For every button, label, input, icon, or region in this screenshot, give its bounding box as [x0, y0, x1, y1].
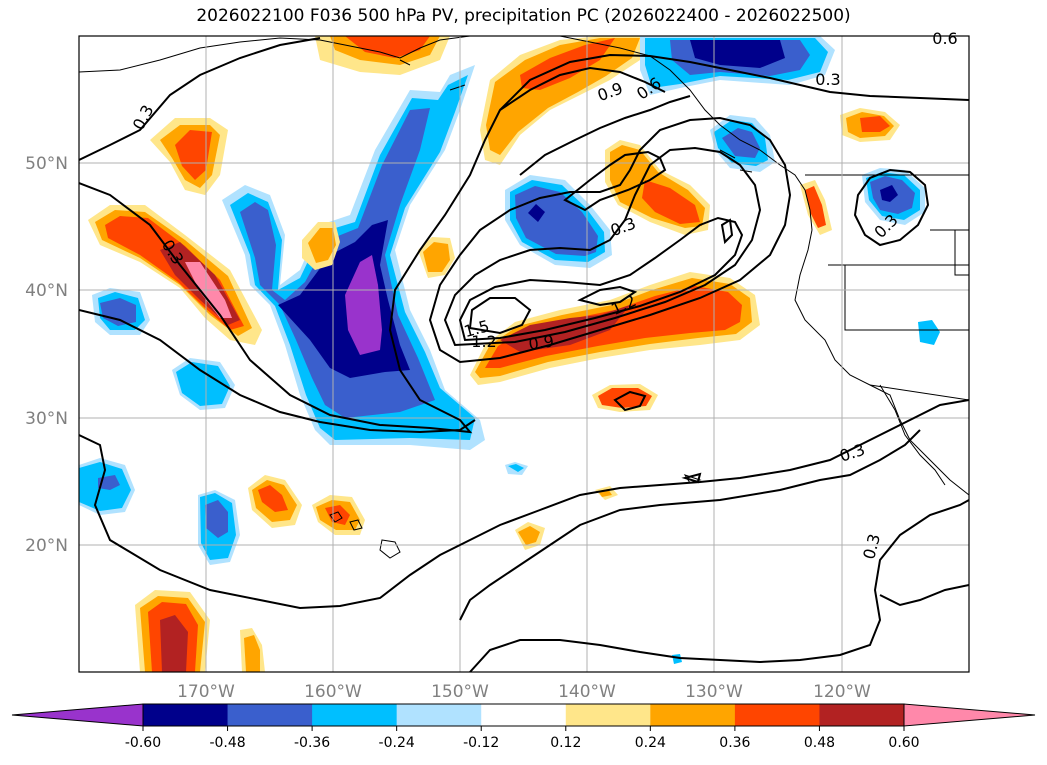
baja-coastline: [879, 384, 946, 486]
pv-contour-0.3: [79, 399, 969, 610]
map-plot-area: 0.3 0.3 0.3 0.3 0.3 0.3 0.3 0.6 0.6 0.9 …: [78, 29, 970, 673]
precip-blob: [722, 128, 760, 158]
pv-contour-0.3: [79, 37, 321, 161]
pv-contour-1.2: [458, 216, 744, 342]
precip-blob: [176, 362, 230, 406]
pv-contour-1.2: [577, 285, 638, 307]
graticule: [79, 36, 969, 672]
colorbar-extend-low: [11, 703, 144, 727]
colorbar-swatch: [650, 704, 736, 726]
pv-contour-label: 0.9: [527, 331, 555, 353]
pv-contour-label: 1.2: [471, 332, 496, 351]
precip-blob: [642, 180, 700, 224]
precipitation-shading: [79, 36, 940, 672]
precip-blob: [205, 500, 228, 538]
colorbar-swatch: [227, 704, 313, 726]
colorbar-swatch: [565, 704, 651, 726]
colorbar-swatch: [481, 704, 567, 726]
precip-blob: [880, 185, 898, 202]
precip-blob: [160, 615, 188, 672]
precip-blob: [598, 388, 652, 408]
colorbar-tick-label: -0.36: [294, 735, 330, 751]
island: [399, 59, 753, 173]
pv-contour-0.9: [563, 150, 667, 212]
lat-axis-labels: 50°N 40°N 30°N 20°N: [25, 154, 68, 556]
lat-label: 40°N: [25, 281, 68, 301]
pv-contour-small: [720, 218, 734, 245]
lon-label: 120°W: [813, 682, 871, 702]
lon-label: 130°W: [685, 682, 743, 702]
pv-contour-0.9: [499, 66, 666, 111]
colorbar-tick-label: 0.36: [719, 735, 750, 751]
map-title: 2026022100 F036 500 hPa PV, precipitatio…: [196, 6, 851, 26]
colorbar-extend-high: [903, 703, 1036, 727]
colorbar-tick-label: 0.12: [550, 735, 581, 751]
precip-blob: [508, 464, 524, 472]
us-mexico-border: [869, 384, 969, 401]
pv-contour-0.6: [428, 116, 792, 364]
precip-blob: [860, 116, 890, 132]
lat-label: 20°N: [25, 536, 68, 556]
lon-label: 160°W: [304, 682, 362, 702]
alaska-coastline: [559, 36, 813, 231]
pv-contour-0.3: [879, 584, 969, 607]
precip-blob: [518, 526, 540, 545]
lon-label: 150°W: [431, 682, 489, 702]
colorbar-tick-label: -0.24: [379, 735, 415, 751]
state-border: [844, 265, 969, 331]
pv-contour-small: [681, 472, 702, 484]
colorbar-swatch: [734, 704, 820, 726]
colorbar-tick-label: 0.60: [888, 735, 919, 751]
colorbar-tick-label: -0.48: [209, 735, 245, 751]
precip-blob: [423, 242, 450, 272]
pv-contour-small: [613, 390, 647, 412]
lat-label: 50°N: [25, 154, 68, 174]
map-frame: [78, 35, 970, 673]
pv-contour-0.3: [469, 499, 969, 672]
precip-blob: [345, 36, 430, 58]
lon-axis-labels: 170°W 160°W 150°W 140°W 130°W 120°W: [177, 682, 871, 702]
colorbar-tick-label: -0.12: [463, 735, 499, 751]
colorbar-swatch: [819, 704, 905, 726]
pv-contours: [79, 37, 969, 672]
precip-blob: [258, 485, 288, 512]
precip-blob: [918, 320, 940, 345]
pv-contour-0.9: [443, 146, 762, 347]
colorbar-tick-label: 0.48: [804, 735, 835, 751]
colorbar-swatch: [312, 704, 398, 726]
precip-blob: [308, 228, 336, 263]
precip-blob: [345, 255, 382, 355]
pv-contour-1.5: [468, 297, 532, 335]
precip-blob: [805, 186, 826, 228]
colorbar-tick-label: -0.60: [125, 735, 161, 751]
colorbar-tick-label: 0.24: [635, 735, 666, 751]
colorbar-swatch: [396, 704, 482, 726]
pv-contour-label: 0.3: [815, 70, 840, 89]
pv-contour-0.3: [853, 168, 930, 247]
precip-blob: [325, 505, 350, 525]
pv-contour-0.6: [519, 95, 691, 176]
precip-blob: [515, 186, 598, 256]
colorbar-outline: [142, 703, 905, 727]
pv-contour-label: 0.6: [932, 29, 957, 48]
precip-blob: [528, 204, 545, 222]
north-america-coastline: [794, 229, 969, 496]
lon-label: 170°W: [177, 682, 235, 702]
precip-blob: [100, 298, 136, 326]
precip-blob: [244, 635, 260, 672]
alaska-coastline: [79, 36, 471, 73]
precip-blob: [486, 38, 640, 155]
lon-label: 140°W: [558, 682, 616, 702]
pv-contour-0.3: [79, 309, 476, 434]
colorbar: -0.60 -0.48 -0.36 -0.24 -0.12 0.12 0.24 0.36 0.4…: [11, 703, 1036, 751]
lat-label: 30°N: [25, 409, 68, 429]
pv-contour-0.3: [459, 429, 921, 621]
precip-blob: [175, 130, 212, 180]
state-border: [954, 230, 969, 276]
colorbar-swatch: [143, 704, 229, 726]
pv-contour-0.3: [79, 53, 969, 434]
